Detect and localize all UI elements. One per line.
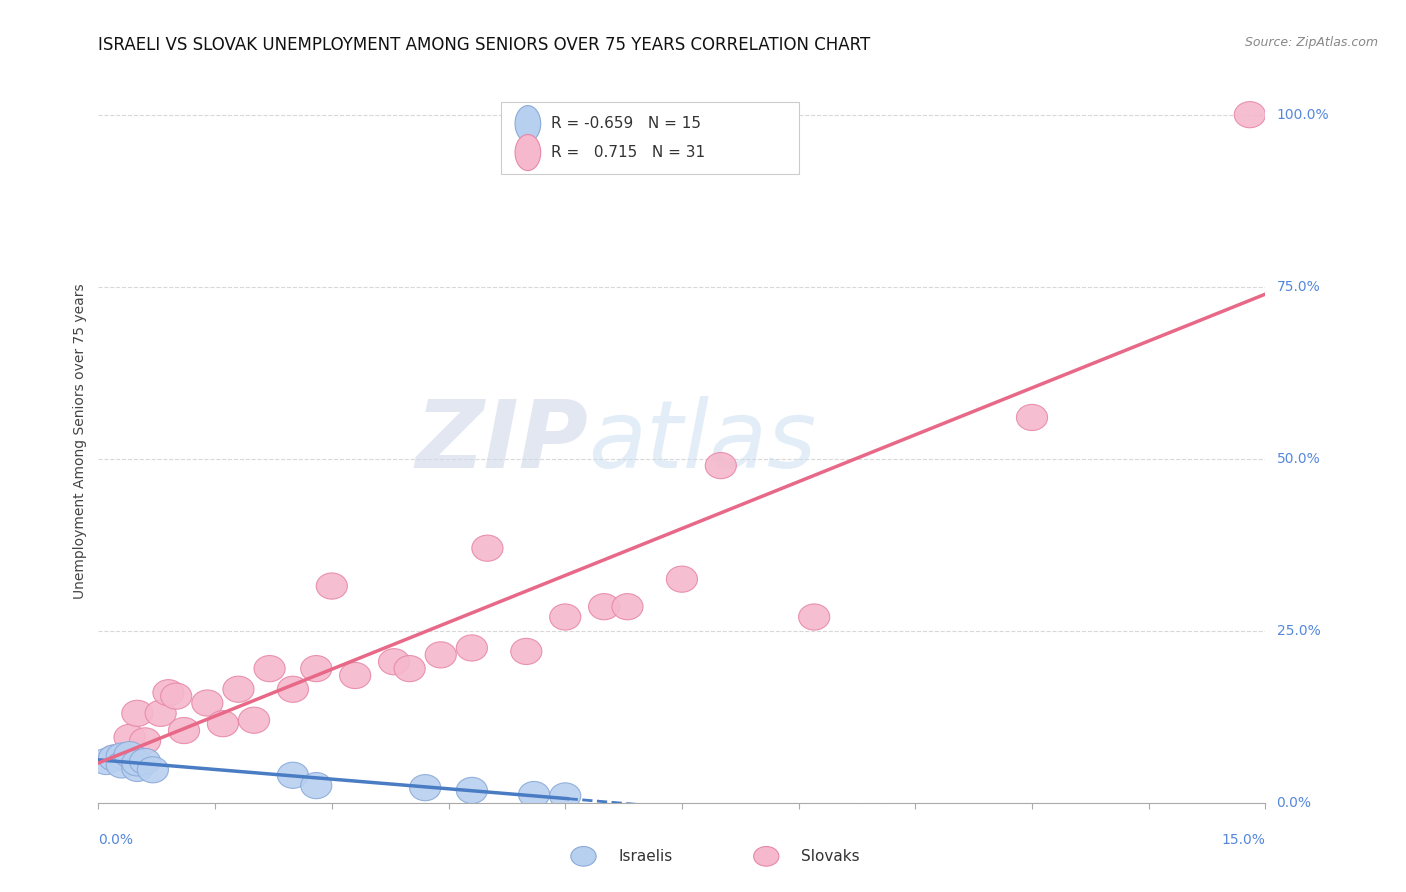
Text: Israelis: Israelis <box>619 849 673 863</box>
Text: 75.0%: 75.0% <box>1277 280 1320 293</box>
Ellipse shape <box>301 772 332 798</box>
Ellipse shape <box>425 641 457 668</box>
Ellipse shape <box>145 700 176 726</box>
Ellipse shape <box>254 656 285 681</box>
Ellipse shape <box>515 105 541 142</box>
Ellipse shape <box>550 783 581 809</box>
Ellipse shape <box>129 728 160 754</box>
Ellipse shape <box>239 707 270 733</box>
Text: Source: ZipAtlas.com: Source: ZipAtlas.com <box>1244 36 1378 49</box>
Ellipse shape <box>191 690 224 716</box>
Ellipse shape <box>224 676 254 702</box>
Ellipse shape <box>114 741 145 768</box>
Ellipse shape <box>153 680 184 706</box>
Ellipse shape <box>90 748 122 774</box>
Text: 0.0%: 0.0% <box>1277 796 1312 810</box>
Ellipse shape <box>114 724 145 750</box>
Ellipse shape <box>160 683 191 709</box>
Ellipse shape <box>122 756 153 781</box>
Ellipse shape <box>666 566 697 592</box>
FancyBboxPatch shape <box>501 102 799 174</box>
Ellipse shape <box>122 750 153 776</box>
Ellipse shape <box>277 762 308 789</box>
Ellipse shape <box>316 573 347 599</box>
Text: atlas: atlas <box>589 396 817 487</box>
Text: 0.0%: 0.0% <box>98 833 134 847</box>
Ellipse shape <box>207 711 239 737</box>
Ellipse shape <box>1234 102 1265 128</box>
Ellipse shape <box>129 748 160 774</box>
Ellipse shape <box>277 676 308 702</box>
Text: Slovaks: Slovaks <box>801 849 860 863</box>
Ellipse shape <box>589 593 620 620</box>
Text: 100.0%: 100.0% <box>1277 108 1329 121</box>
Ellipse shape <box>378 648 409 675</box>
Ellipse shape <box>340 663 371 689</box>
Ellipse shape <box>472 535 503 561</box>
Ellipse shape <box>550 604 581 630</box>
Text: R = -0.659   N = 15: R = -0.659 N = 15 <box>551 116 702 131</box>
Ellipse shape <box>799 604 830 630</box>
Ellipse shape <box>706 452 737 479</box>
Ellipse shape <box>457 777 488 804</box>
Ellipse shape <box>138 756 169 783</box>
Text: ISRAELI VS SLOVAK UNEMPLOYMENT AMONG SENIORS OVER 75 YEARS CORRELATION CHART: ISRAELI VS SLOVAK UNEMPLOYMENT AMONG SEN… <box>98 36 870 54</box>
Text: 15.0%: 15.0% <box>1222 833 1265 847</box>
Ellipse shape <box>98 745 129 772</box>
Ellipse shape <box>510 639 541 665</box>
Text: R =   0.715   N = 31: R = 0.715 N = 31 <box>551 145 706 160</box>
Ellipse shape <box>107 752 138 778</box>
Ellipse shape <box>409 774 440 801</box>
Ellipse shape <box>515 135 541 170</box>
Y-axis label: Unemployment Among Seniors over 75 years: Unemployment Among Seniors over 75 years <box>73 284 87 599</box>
Text: 50.0%: 50.0% <box>1277 451 1320 466</box>
Ellipse shape <box>301 656 332 681</box>
Ellipse shape <box>394 656 425 681</box>
Ellipse shape <box>169 717 200 744</box>
Ellipse shape <box>107 743 138 769</box>
Ellipse shape <box>519 781 550 807</box>
Text: 25.0%: 25.0% <box>1277 624 1320 638</box>
Ellipse shape <box>612 593 643 620</box>
Text: ZIP: ZIP <box>416 395 589 488</box>
Ellipse shape <box>1017 404 1047 431</box>
Ellipse shape <box>98 745 129 772</box>
Ellipse shape <box>457 635 488 661</box>
Ellipse shape <box>122 700 153 726</box>
